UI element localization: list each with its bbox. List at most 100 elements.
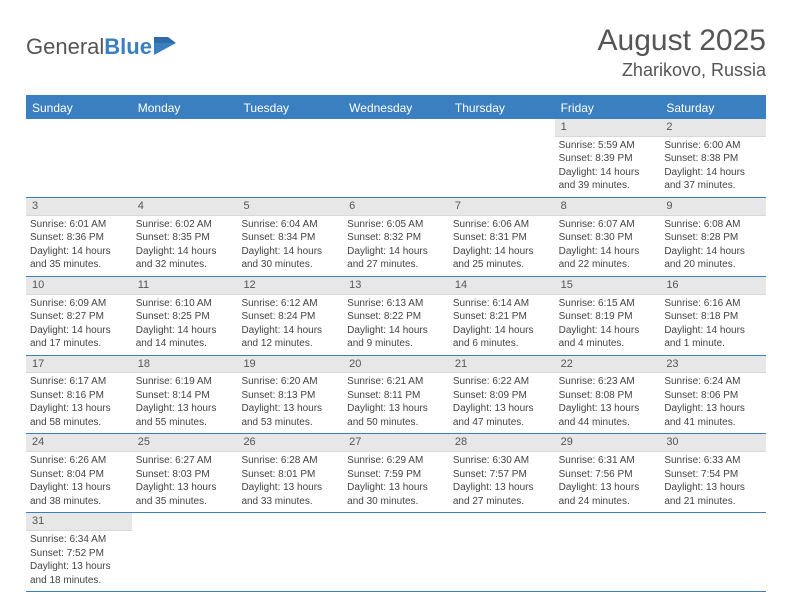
sunrise: Sunrise: 6:34 AM: [30, 533, 128, 547]
day-6: 6Sunrise: 6:05 AMSunset: 8:32 PMDaylight…: [343, 198, 449, 276]
day-19: 19Sunrise: 6:20 AMSunset: 8:13 PMDayligh…: [237, 356, 343, 434]
day-content: Sunrise: 6:24 AMSunset: 8:06 PMDaylight:…: [660, 373, 766, 433]
daylight: Daylight: 13 hours and 21 minutes.: [664, 481, 762, 508]
daylight: Daylight: 14 hours and 22 minutes.: [559, 245, 657, 272]
sunset: Sunset: 8:32 PM: [347, 231, 445, 245]
sunset: Sunset: 8:35 PM: [136, 231, 234, 245]
daylight: Daylight: 14 hours and 27 minutes.: [347, 245, 445, 272]
sunset: Sunset: 8:31 PM: [453, 231, 551, 245]
day-content: Sunrise: 6:33 AMSunset: 7:54 PMDaylight:…: [660, 452, 766, 512]
day-empty: [132, 119, 238, 197]
sunrise: Sunrise: 6:05 AM: [347, 218, 445, 232]
sunset: Sunset: 8:28 PM: [664, 231, 762, 245]
sunset: Sunset: 8:39 PM: [559, 152, 657, 166]
sunset: Sunset: 8:22 PM: [347, 310, 445, 324]
daylight: Daylight: 13 hours and 41 minutes.: [664, 402, 762, 429]
sunrise: Sunrise: 6:30 AM: [453, 454, 551, 468]
sunrise: Sunrise: 6:26 AM: [30, 454, 128, 468]
day-24: 24Sunrise: 6:26 AMSunset: 8:04 PMDayligh…: [26, 434, 132, 512]
sunset: Sunset: 7:56 PM: [559, 468, 657, 482]
sunset: Sunset: 8:06 PM: [664, 389, 762, 403]
day-empty: [343, 513, 449, 591]
sunrise: Sunrise: 6:13 AM: [347, 297, 445, 311]
day-content: Sunrise: 6:31 AMSunset: 7:56 PMDaylight:…: [555, 452, 661, 512]
sunset: Sunset: 8:14 PM: [136, 389, 234, 403]
daylight: Daylight: 14 hours and 12 minutes.: [241, 324, 339, 351]
weekday-tuesday: Tuesday: [237, 97, 343, 119]
sunset: Sunset: 8:16 PM: [30, 389, 128, 403]
day-empty: [237, 119, 343, 197]
daylight: Daylight: 13 hours and 30 minutes.: [347, 481, 445, 508]
daylight: Daylight: 14 hours and 6 minutes.: [453, 324, 551, 351]
day-number: 11: [132, 277, 238, 295]
day-content: Sunrise: 6:07 AMSunset: 8:30 PMDaylight:…: [555, 216, 661, 276]
daylight: Daylight: 13 hours and 35 minutes.: [136, 481, 234, 508]
sunset: Sunset: 8:34 PM: [241, 231, 339, 245]
day-content: Sunrise: 6:23 AMSunset: 8:08 PMDaylight:…: [555, 373, 661, 433]
sunset: Sunset: 8:38 PM: [664, 152, 762, 166]
day-number: 19: [237, 356, 343, 374]
weekday-thursday: Thursday: [449, 97, 555, 119]
sunrise: Sunrise: 6:33 AM: [664, 454, 762, 468]
sunset: Sunset: 8:11 PM: [347, 389, 445, 403]
daylight: Daylight: 13 hours and 38 minutes.: [30, 481, 128, 508]
weekday-wednesday: Wednesday: [343, 97, 449, 119]
day-content: Sunrise: 6:15 AMSunset: 8:19 PMDaylight:…: [555, 295, 661, 355]
day-20: 20Sunrise: 6:21 AMSunset: 8:11 PMDayligh…: [343, 356, 449, 434]
logo: GeneralBlue: [26, 24, 180, 60]
day-number: 28: [449, 434, 555, 452]
daylight: Daylight: 14 hours and 17 minutes.: [30, 324, 128, 351]
sunrise: Sunrise: 6:17 AM: [30, 375, 128, 389]
day-number: 25: [132, 434, 238, 452]
logo-text: GeneralBlue: [26, 34, 152, 60]
sunset: Sunset: 7:52 PM: [30, 547, 128, 561]
sunset: Sunset: 8:09 PM: [453, 389, 551, 403]
day-13: 13Sunrise: 6:13 AMSunset: 8:22 PMDayligh…: [343, 277, 449, 355]
daylight: Daylight: 14 hours and 4 minutes.: [559, 324, 657, 351]
day-3: 3Sunrise: 6:01 AMSunset: 8:36 PMDaylight…: [26, 198, 132, 276]
day-number: 30: [660, 434, 766, 452]
sunrise: Sunrise: 6:22 AM: [453, 375, 551, 389]
day-empty: [449, 513, 555, 591]
daylight: Daylight: 14 hours and 14 minutes.: [136, 324, 234, 351]
day-content: Sunrise: 6:00 AMSunset: 8:38 PMDaylight:…: [660, 137, 766, 197]
day-number: 8: [555, 198, 661, 216]
day-content: Sunrise: 6:09 AMSunset: 8:27 PMDaylight:…: [26, 295, 132, 355]
sunrise: Sunrise: 6:01 AM: [30, 218, 128, 232]
sunset: Sunset: 8:03 PM: [136, 468, 234, 482]
day-content: Sunrise: 6:02 AMSunset: 8:35 PMDaylight:…: [132, 216, 238, 276]
sunrise: Sunrise: 6:09 AM: [30, 297, 128, 311]
weekday-friday: Friday: [555, 97, 661, 119]
sunrise: Sunrise: 6:16 AM: [664, 297, 762, 311]
day-number: 9: [660, 198, 766, 216]
day-number: 15: [555, 277, 661, 295]
day-number: 10: [26, 277, 132, 295]
day-content: Sunrise: 6:05 AMSunset: 8:32 PMDaylight:…: [343, 216, 449, 276]
day-number: 31: [26, 513, 132, 531]
sunrise: Sunrise: 6:02 AM: [136, 218, 234, 232]
day-21: 21Sunrise: 6:22 AMSunset: 8:09 PMDayligh…: [449, 356, 555, 434]
day-content: Sunrise: 6:06 AMSunset: 8:31 PMDaylight:…: [449, 216, 555, 276]
day-30: 30Sunrise: 6:33 AMSunset: 7:54 PMDayligh…: [660, 434, 766, 512]
day-25: 25 Sunrise: 6:27 AMSunset: 8:03 PMDayligh…: [132, 434, 238, 512]
day-26: 26Sunrise: 6:28 AMSunset: 8:01 PMDayligh…: [237, 434, 343, 512]
daylight: Daylight: 14 hours and 37 minutes.: [664, 166, 762, 193]
day-number: 16: [660, 277, 766, 295]
day-number: 3: [26, 198, 132, 216]
sunrise: Sunrise: 6:27 AM: [136, 454, 234, 468]
daylight: Daylight: 14 hours and 35 minutes.: [30, 245, 128, 272]
sunrise: Sunrise: 6:31 AM: [559, 454, 657, 468]
day-content: Sunrise: 6:04 AMSunset: 8:34 PMDaylight:…: [237, 216, 343, 276]
day-number: 23: [660, 356, 766, 374]
sunrise: Sunrise: 6:00 AM: [664, 139, 762, 153]
sunset: Sunset: 7:57 PM: [453, 468, 551, 482]
logo-part2: Blue: [104, 34, 152, 59]
day-11: 11Sunrise: 6:10 AMSunset: 8:25 PMDayligh…: [132, 277, 238, 355]
day-empty: [132, 513, 238, 591]
sunset: Sunset: 8:21 PM: [453, 310, 551, 324]
day-5: 5Sunrise: 6:04 AMSunset: 8:34 PMDaylight…: [237, 198, 343, 276]
sunrise: Sunrise: 6:29 AM: [347, 454, 445, 468]
sunset: Sunset: 8:30 PM: [559, 231, 657, 245]
daylight: Daylight: 13 hours and 55 minutes.: [136, 402, 234, 429]
sunset: Sunset: 8:25 PM: [136, 310, 234, 324]
